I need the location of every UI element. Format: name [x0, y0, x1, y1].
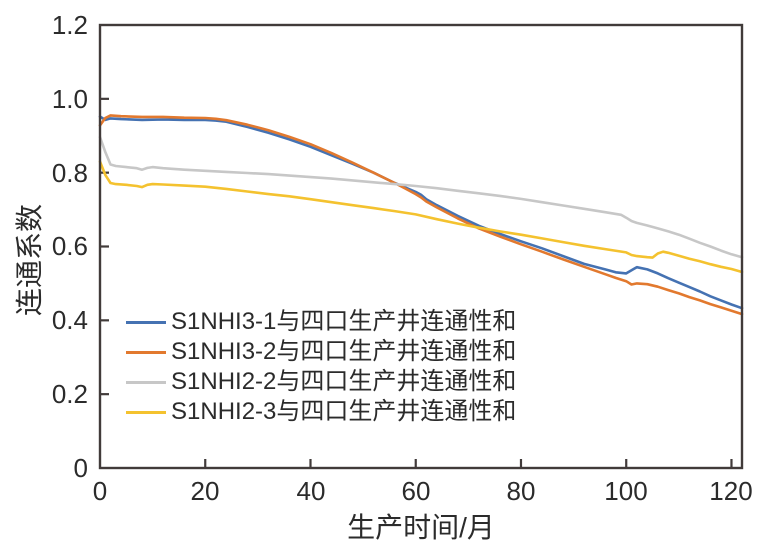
x-tick-label: 0	[92, 476, 108, 506]
y-axis-title: 连通系数	[14, 204, 45, 317]
y-tick-label: 0.2	[51, 379, 88, 409]
legend-item: S1NHI2-2与四口生产井连通性和	[126, 367, 516, 397]
y-tick-label: 0	[73, 453, 88, 483]
plot-frame	[98, 23, 744, 470]
y-tick-label: 0.4	[51, 305, 88, 335]
y-tick-label: 1.0	[51, 84, 88, 114]
y-tick-label: 0.6	[51, 231, 88, 261]
legend-line-swatch	[126, 380, 166, 384]
legend-line-swatch	[126, 320, 166, 324]
x-tick-label: 40	[296, 476, 326, 506]
x-tick-label: 20	[190, 476, 220, 506]
legend-line-swatch	[126, 410, 166, 414]
series-line-2	[98, 135, 744, 259]
series-line-1	[98, 114, 744, 316]
series-line-0	[98, 115, 744, 310]
x-tick-label: 120	[709, 476, 753, 506]
legend-item: S1NHI3-2与四口生产井连通性和	[126, 337, 516, 367]
legend-item: S1NHI2-3与四口生产井连通性和	[126, 397, 516, 427]
x-tick-label: 60	[401, 476, 431, 506]
legend-item-label: S1NHI3-1与四口生产井连通性和	[171, 308, 517, 335]
y-tick-label: 0.8	[51, 158, 88, 188]
legend-item: S1NHI3-1与四口生产井连通性和	[126, 307, 516, 337]
x-axis-title: 生产时间/月	[347, 512, 495, 543]
series-line-3	[98, 160, 744, 274]
legend-item-label: S1NHI3-2与四口生产井连通性和	[171, 338, 517, 365]
legend-item-label: S1NHI2-2与四口生产井连通性和	[171, 368, 517, 395]
x-tick-label: 100	[604, 476, 648, 506]
x-tick-label: 80	[506, 476, 536, 506]
y-tick-label: 1.2	[51, 10, 88, 40]
legend-line-swatch	[126, 350, 166, 354]
legend: S1NHI3-1与四口生产井连通性和 S1NHI3-2与四口生产井连通性和 S1…	[126, 307, 516, 427]
legend-item-label: S1NHI2-3与四口生产井连通性和	[171, 398, 517, 425]
